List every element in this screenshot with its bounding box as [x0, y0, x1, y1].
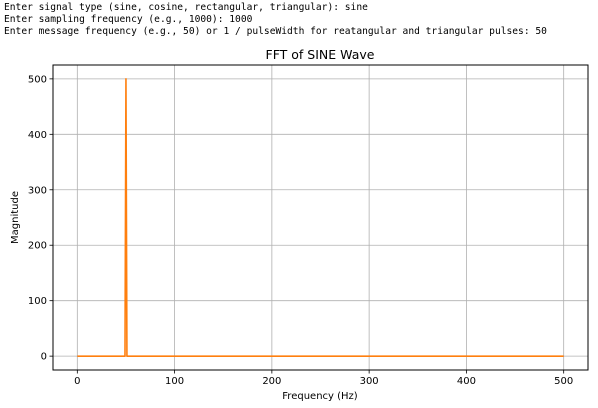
x-tick-label: 300: [360, 376, 379, 387]
plot-area: [77, 78, 564, 357]
y-axis-label: Magnitude: [10, 191, 21, 244]
y-tick-label: 300: [28, 185, 47, 196]
y-tick-label: 400: [28, 130, 47, 141]
fft-chart: FFT of SINE Wave 0 100 200 300 400 500 0 100 200…: [10, 47, 589, 402]
plot-frame: [52, 64, 589, 371]
x-axis-label: Frequency (Hz): [282, 391, 358, 402]
x-tick-label: 0: [74, 376, 80, 387]
y-tick-label: 500: [28, 74, 47, 85]
y-tick-label: 200: [28, 241, 47, 252]
grid-lines: [53, 65, 588, 370]
y-tick-label: 100: [28, 296, 47, 307]
x-tick-label: 500: [554, 376, 573, 387]
console-line-message-frequency: Enter message frequency (e.g., 50) or 1 …: [4, 26, 547, 38]
y-tick-label: 0: [41, 352, 47, 363]
x-tick-label: 400: [457, 376, 476, 387]
x-tick-label: 200: [262, 376, 281, 387]
chart-title: FFT of SINE Wave: [266, 47, 375, 62]
console-line-sampling-frequency: Enter sampling frequency (e.g., 1000): 1…: [4, 14, 253, 26]
console-output: Enter signal type (sine, cosine, rectang…: [4, 2, 594, 39]
series-line: [77, 78, 564, 357]
axis-ticks: 0 100 200 300 400 500 0 100 200 300 400 500: [28, 74, 573, 387]
console-line-signal-type: Enter signal type (sine, cosine, rectang…: [4, 2, 368, 13]
x-tick-label: 100: [165, 376, 184, 387]
